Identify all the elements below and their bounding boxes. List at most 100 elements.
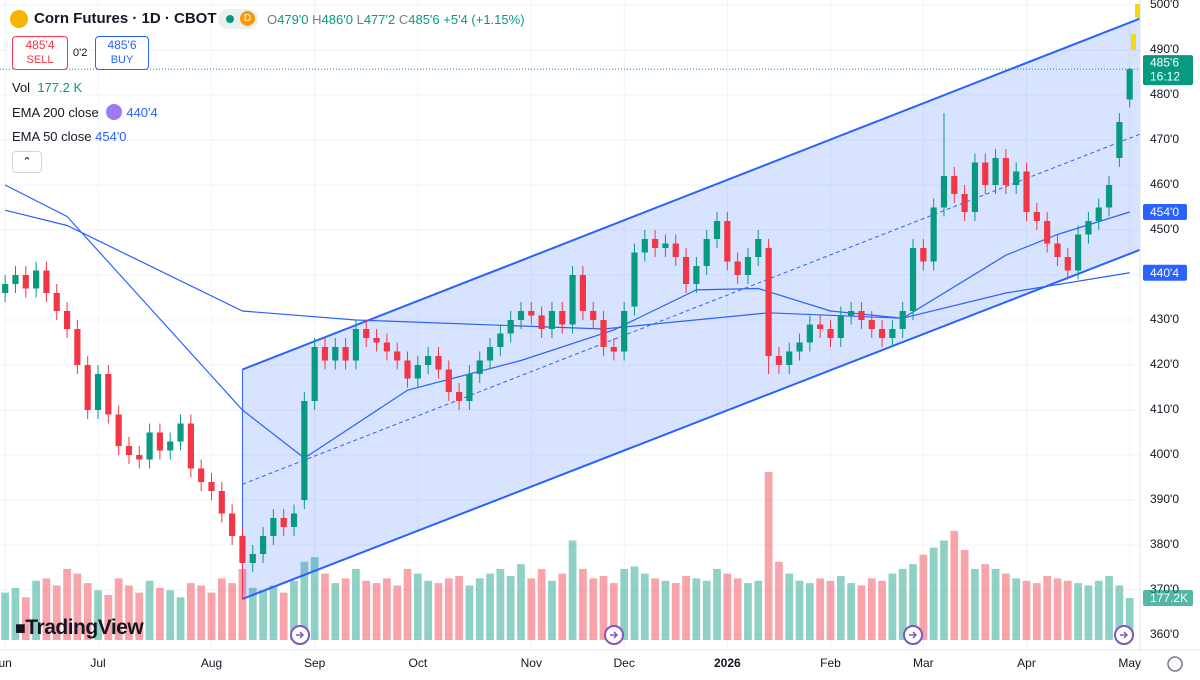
price-tag-label: 485'6 <box>1150 55 1179 69</box>
volume-bar <box>145 580 154 640</box>
y-tick-label: 410'0 <box>1150 402 1179 416</box>
event-arrow <box>1120 631 1129 639</box>
candle-body <box>290 513 298 527</box>
x-tick-label: Dec <box>613 656 634 670</box>
candle-body <box>538 315 545 329</box>
candle-body <box>1064 257 1071 271</box>
candle-body <box>497 333 504 347</box>
volume-bar <box>599 576 608 640</box>
volume-bar <box>764 471 773 640</box>
volume-bar <box>444 578 453 640</box>
volume-bar <box>609 583 618 640</box>
candle-body <box>600 320 607 347</box>
candle-body <box>507 320 514 334</box>
candle-body <box>486 347 494 361</box>
volume-bar <box>321 573 329 640</box>
candle-body <box>621 311 628 352</box>
ema200-legend: EMA 200 close 440'4 <box>12 104 158 120</box>
logo-text: TradingView <box>25 616 144 639</box>
volume-bar <box>1043 576 1052 640</box>
candle-body <box>559 311 566 325</box>
volume-bar <box>785 573 794 640</box>
x-tick-label: Apr <box>1017 656 1036 670</box>
volume-bar <box>11 587 20 640</box>
candle-body <box>703 239 710 266</box>
y-tick-label: 420'0 <box>1150 357 1179 371</box>
candle-body <box>868 320 875 329</box>
candle-body <box>414 365 421 379</box>
candle-body <box>156 432 164 451</box>
vol-name: Vol <box>12 80 31 95</box>
x-tick-label: 2026 <box>714 656 741 670</box>
candle-body <box>321 347 329 361</box>
ohlc-value: 479'0 <box>277 12 309 27</box>
candle-body <box>136 455 143 460</box>
volume-bar <box>1 592 10 640</box>
candle-body <box>1075 234 1082 271</box>
volume-bar <box>197 585 206 640</box>
candle-body <box>208 482 215 491</box>
candle-body <box>125 446 133 455</box>
candle-body <box>332 347 339 361</box>
y-tick-label: 480'0 <box>1150 87 1179 101</box>
candle-body <box>889 329 896 338</box>
candle-body <box>115 414 122 446</box>
candle-body <box>517 311 525 320</box>
volume-bar <box>269 585 278 640</box>
candle-body <box>1033 212 1040 221</box>
sell-button[interactable]: 485'4 SELL <box>12 36 68 70</box>
volume-bar <box>1115 585 1124 640</box>
y-tick-label: 460'0 <box>1150 177 1179 191</box>
alert-marker <box>1135 4 1140 18</box>
candle-body <box>848 311 855 316</box>
plot <box>0 0 1140 650</box>
volume-bar <box>1094 580 1103 640</box>
candle-body <box>43 270 50 293</box>
x-tick-label: Feb <box>820 656 841 670</box>
ohlc-key: O <box>267 12 278 27</box>
volume-bar <box>950 530 959 640</box>
candle-body <box>311 347 318 401</box>
volume-bar <box>836 576 845 640</box>
candle-body <box>610 347 617 352</box>
y-tick-label: 470'0 <box>1150 132 1179 146</box>
volume-bar <box>527 578 536 640</box>
volume-bar <box>671 583 680 640</box>
candle-body <box>827 329 834 338</box>
volume-bar <box>744 583 752 640</box>
event-arrow <box>610 631 619 639</box>
x-tick-label: Sep <box>304 656 326 670</box>
candle-body <box>259 536 267 554</box>
y-tick-label: 450'0 <box>1150 222 1179 236</box>
volume-bar <box>362 580 371 640</box>
channel-fill <box>241 17 1140 600</box>
candle-body <box>631 252 638 307</box>
volume-bar <box>52 585 61 640</box>
candle-body <box>641 239 648 253</box>
volume-bar <box>341 578 350 640</box>
y-tick-label: 390'0 <box>1150 492 1179 506</box>
sell-price: 485'4 <box>25 38 55 52</box>
y-tick-label: 490'0 <box>1150 42 1179 56</box>
channel-lower <box>242 248 1140 600</box>
collapse-button[interactable]: ⌃ <box>12 151 42 173</box>
candle-body <box>373 338 380 343</box>
candle-body <box>1044 221 1051 244</box>
volume-bar <box>1032 583 1041 640</box>
volume-bar <box>403 568 412 640</box>
volume-bar <box>238 568 247 640</box>
volume-bar <box>290 580 298 640</box>
candle-body <box>662 243 669 248</box>
volume-bar <box>125 585 133 640</box>
candle-body <box>724 221 731 262</box>
candle-body <box>1105 185 1113 208</box>
event-arrow <box>296 631 305 639</box>
countdown: 16:12 <box>1150 69 1180 83</box>
volume-bar <box>579 568 587 640</box>
buy-button[interactable]: 485'6 BUY <box>95 36 149 70</box>
candle-body <box>858 311 865 320</box>
volume-bar <box>620 568 629 640</box>
candle-body <box>249 554 256 563</box>
volume-bar <box>940 540 948 640</box>
ohlc: O479'0 H486'0 L477'2 C485'6 +5'4 (+1.15%… <box>267 12 525 27</box>
